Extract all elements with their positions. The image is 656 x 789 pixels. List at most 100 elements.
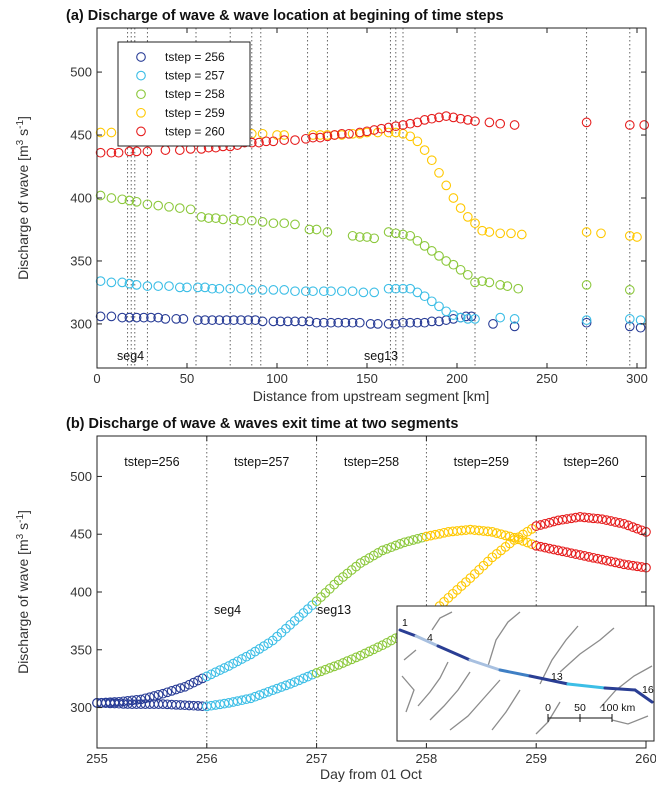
panel-b-seg4-point bbox=[210, 667, 221, 678]
panel-a-point bbox=[624, 120, 635, 130]
panel-b-seg4-point bbox=[206, 669, 217, 680]
panel-b-seg13-point bbox=[355, 650, 366, 661]
panel-a-ytick-label: 500 bbox=[70, 65, 92, 80]
panel-b-tstep-label: tstep=259 bbox=[454, 455, 509, 469]
panel-a-xlabel: Distance from upstream segment [km] bbox=[253, 388, 490, 404]
inset-map: 1 4 13 16 0 50 100 km bbox=[396, 605, 655, 742]
inset-map-label-16: 16 bbox=[642, 684, 654, 696]
panel-a-point bbox=[124, 278, 135, 289]
panel-a-point bbox=[340, 317, 351, 328]
panel-a-point bbox=[174, 145, 185, 155]
panel-a-point bbox=[336, 286, 347, 297]
panel-b-seg4-point bbox=[412, 533, 423, 544]
panel-b-seg4-point bbox=[153, 689, 164, 700]
panel-a-point bbox=[322, 131, 333, 142]
panel-a-point bbox=[117, 194, 128, 205]
panel-a-point bbox=[218, 214, 228, 225]
panel-a-point bbox=[290, 286, 300, 297]
panel-b-title: (b) Discharge of wave & waves exit time … bbox=[66, 416, 458, 432]
panel-b-seg4-point bbox=[540, 542, 550, 553]
panel-b-seg13-point bbox=[263, 686, 274, 697]
panel-b-seg13-point bbox=[333, 659, 344, 670]
panel-a-point bbox=[207, 283, 218, 294]
panel-b-seg13-point bbox=[241, 694, 252, 705]
panel-a-point bbox=[398, 283, 408, 294]
panel-b-ytick-label: 400 bbox=[70, 585, 92, 600]
panel-a-point bbox=[106, 127, 117, 138]
panel-a-point bbox=[484, 227, 495, 237]
panel-b-seg4-point bbox=[144, 692, 155, 703]
panel-a-point bbox=[412, 235, 423, 246]
panel-a-ytick-label: 450 bbox=[70, 128, 92, 143]
panel-b-seg4-point bbox=[162, 687, 173, 698]
panel-a-point bbox=[390, 283, 401, 294]
panel-a-legend-label: tstep = 259 bbox=[165, 106, 225, 120]
panel-a-point bbox=[142, 146, 153, 157]
panel-a-point bbox=[434, 167, 444, 178]
panel-a-point bbox=[304, 224, 315, 235]
panel-a-point bbox=[448, 310, 459, 320]
panel-b-seg13-point bbox=[320, 664, 331, 675]
panel-a-point bbox=[383, 227, 394, 237]
panel-a-point bbox=[200, 315, 210, 325]
panel-b-seg4-point bbox=[175, 683, 186, 693]
panel-b-xtick-label: 259 bbox=[525, 751, 547, 766]
panel-b-seg4-point bbox=[500, 530, 511, 541]
panel-b-seg4-point bbox=[390, 540, 401, 551]
panel-a-point bbox=[207, 315, 218, 325]
inset-map-river-segment bbox=[633, 688, 654, 704]
panel-b-xtick-label: 256 bbox=[196, 751, 218, 766]
panel-a-point bbox=[95, 276, 106, 286]
panel-b-seg13-point bbox=[368, 644, 379, 655]
panel-a-legend-marker bbox=[136, 126, 146, 137]
panel-a-legend-label: tstep = 257 bbox=[165, 69, 225, 83]
panel-b-seg4-point bbox=[188, 677, 199, 688]
panel-a-point bbox=[297, 316, 308, 327]
panel-a-point bbox=[434, 112, 444, 123]
panel-a-point bbox=[200, 282, 210, 293]
panel-a-point bbox=[347, 286, 358, 297]
panel-a-point bbox=[246, 285, 257, 295]
panel-a-legend-marker bbox=[136, 107, 146, 118]
panel-a-point bbox=[214, 315, 225, 325]
panel-a-point bbox=[290, 316, 300, 327]
panel-b-seg13-point bbox=[627, 522, 638, 532]
panel-a-point bbox=[318, 286, 329, 297]
panel-b-seg13-point bbox=[614, 518, 625, 528]
panel-a-point bbox=[448, 112, 459, 123]
inset-map-river-segment bbox=[498, 668, 532, 678]
panel-b-seg13-point bbox=[245, 693, 256, 704]
panel-a-point bbox=[581, 315, 592, 325]
panel-a-point bbox=[192, 282, 203, 293]
inset-map-river-segment bbox=[398, 628, 418, 638]
panel-b-ytick-label: 300 bbox=[70, 700, 92, 715]
panel-a-point bbox=[146, 312, 156, 323]
panel-a-point bbox=[495, 228, 506, 239]
panel-a-point bbox=[434, 251, 444, 261]
inset-map-label-13: 13 bbox=[551, 671, 563, 683]
panel-a-point bbox=[383, 122, 394, 133]
panel-b-seg13-point bbox=[601, 515, 612, 525]
panel-b-seg13-point bbox=[267, 685, 278, 696]
panel-a-point bbox=[333, 317, 344, 328]
panel-a-point bbox=[153, 281, 164, 291]
panel-a-point bbox=[185, 204, 196, 215]
panel-a-point bbox=[390, 319, 401, 329]
panel-a-point bbox=[354, 127, 365, 138]
panel-b-seg13-point bbox=[254, 690, 265, 700]
panel-a-point bbox=[153, 200, 164, 211]
panel-a-point bbox=[279, 130, 290, 140]
panel-a-point bbox=[470, 314, 480, 324]
panel-a-point bbox=[470, 116, 480, 127]
panel-a-point bbox=[117, 312, 128, 323]
panel-a-point bbox=[290, 135, 300, 145]
panel-a-point bbox=[138, 312, 149, 323]
panel-a-point bbox=[488, 319, 498, 329]
panel-a-point bbox=[405, 131, 416, 142]
panel-a-point bbox=[455, 113, 466, 124]
panel-a-point bbox=[268, 285, 279, 295]
panel-a-xtick-label: 200 bbox=[446, 371, 468, 386]
panel-a-point bbox=[398, 120, 408, 130]
panel-b-xtick-label: 255 bbox=[86, 751, 108, 766]
panel-a-point bbox=[513, 283, 524, 294]
